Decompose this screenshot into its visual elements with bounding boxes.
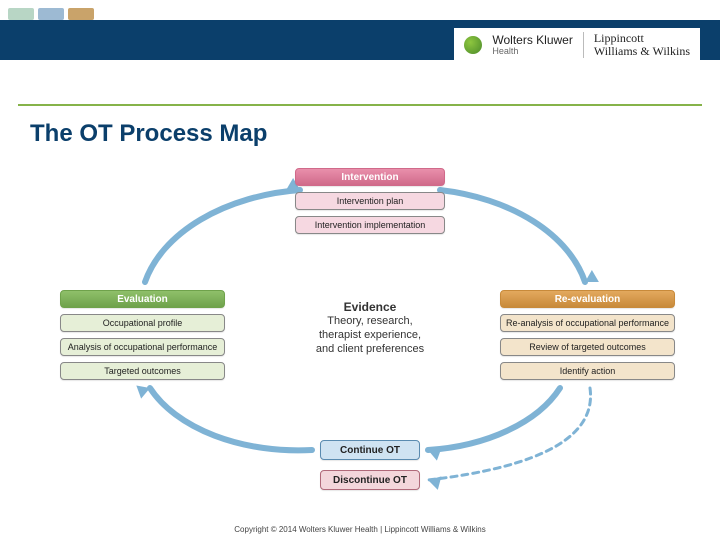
process-map-diagram: Intervention Intervention plan Interventio…: [0, 150, 720, 510]
page-title: The OT Process Map: [30, 120, 267, 148]
wk-logo-icon: [464, 36, 482, 54]
evidence-line: and client preferences: [295, 343, 445, 357]
evidence-line: Theory, research,: [295, 315, 445, 329]
evidence-line: therapist experience,: [295, 329, 445, 343]
group-header: Evaluation: [60, 290, 225, 308]
title-rule: [18, 104, 702, 106]
group-row: Identify action: [500, 362, 675, 380]
group-header: Re-evaluation: [500, 290, 675, 308]
header-tabs: [8, 8, 94, 20]
brand-wk-main: Wolters Kluwer: [492, 34, 572, 47]
evidence-text: EvidenceTheory, research,therapist exper…: [295, 300, 445, 356]
group-row: Occupational profile: [60, 314, 225, 332]
brand-lww: Lippincott Williams & Wilkins: [594, 32, 690, 58]
group-row: Intervention plan: [295, 192, 445, 210]
brand-divider: [583, 32, 584, 58]
brand-wk-sub: Health: [492, 47, 572, 57]
group-row: Continue OT: [320, 440, 420, 460]
tab-decor: [38, 8, 64, 20]
header: Wolters Kluwer Health Lippincott William…: [0, 0, 720, 70]
tab-decor: [8, 8, 34, 20]
group-header: Intervention: [295, 168, 445, 186]
evidence-title: Evidence: [295, 300, 445, 315]
tab-decor: [68, 8, 94, 20]
copyright-text: Copyright © 2014 Wolters Kluwer Health |…: [0, 525, 720, 534]
brand-wk: Wolters Kluwer Health: [492, 34, 572, 57]
group-row: Targeted outcomes: [60, 362, 225, 380]
group-row: Analysis of occupational performance: [60, 338, 225, 356]
group-row: Review of targeted outcomes: [500, 338, 675, 356]
group-row: Re-analysis of occupational performance: [500, 314, 675, 332]
brand-lww-line2: Williams & Wilkins: [594, 45, 690, 58]
group-row: Intervention implementation: [295, 216, 445, 234]
group-row: Discontinue OT: [320, 470, 420, 490]
brand-block: Wolters Kluwer Health Lippincott William…: [454, 28, 700, 62]
